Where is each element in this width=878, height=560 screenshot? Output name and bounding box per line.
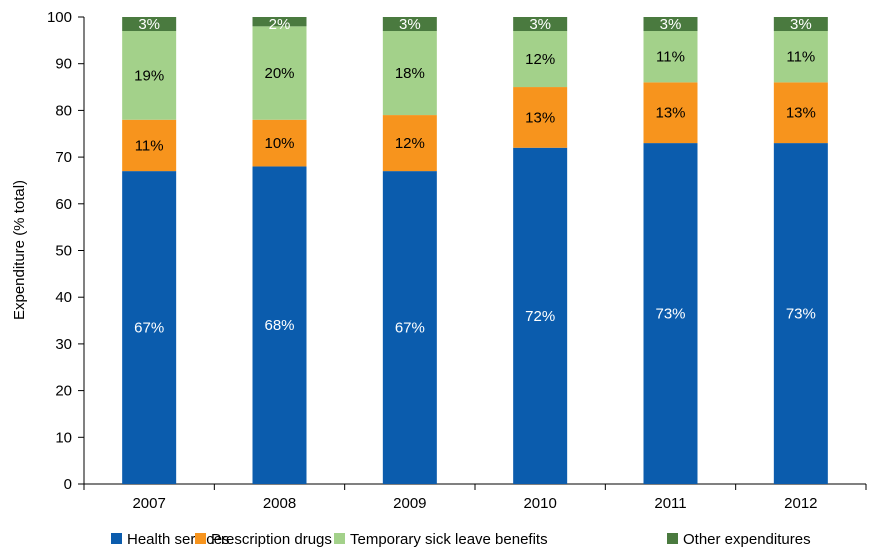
data-label: 13%: [525, 109, 555, 126]
legend-swatch: [334, 533, 345, 544]
bar-segment: [122, 171, 177, 485]
bar-segment: [382, 31, 437, 116]
data-label: 11%: [656, 49, 685, 66]
data-label: 11%: [135, 137, 164, 154]
legend-swatch: [667, 533, 678, 544]
y-tick-label: 50: [55, 243, 72, 260]
x-category-label: 2009: [393, 495, 426, 512]
legend-label: Temporary sick leave benefits: [350, 531, 548, 548]
y-tick-label: 60: [55, 196, 72, 213]
bar-segment: [122, 119, 177, 172]
x-category-label: 2010: [523, 495, 556, 512]
y-tick-label: 10: [55, 429, 72, 446]
y-tick-label: 20: [55, 383, 72, 400]
data-label: 3%: [529, 16, 551, 33]
x-category-label: 2011: [654, 495, 686, 512]
bar-segment: [513, 17, 568, 32]
bar-segment: [122, 17, 177, 32]
data-label: 67%: [395, 320, 425, 337]
y-axis: 0 10 20 30 40 50 60 70 80 90 100: [47, 9, 85, 493]
data-label: 19%: [134, 67, 164, 84]
bar-segment: [773, 17, 828, 32]
bar-segment: [513, 87, 568, 148]
data-label: 73%: [655, 306, 685, 323]
bar-segment: [513, 31, 568, 88]
y-tick-label: 0: [64, 476, 72, 493]
data-labels: 67% 11% 19% 3% 68% 10% 20% 2% 67% 12% 18% 3% 72% 13% 1…: [134, 16, 816, 337]
bar-segment: [252, 119, 307, 167]
data-label: 12%: [525, 51, 555, 68]
bar-segment: [382, 17, 437, 32]
data-label: 3%: [660, 16, 682, 33]
bar-segment: [382, 171, 437, 485]
bar-segment: [773, 82, 828, 144]
bar-segment: [252, 166, 307, 484]
y-tick-label: 90: [55, 56, 72, 73]
y-tick-label: 70: [55, 149, 72, 166]
y-tick-label: 100: [47, 9, 72, 26]
data-label: 13%: [786, 105, 816, 122]
data-label: 2%: [269, 16, 291, 33]
data-label: 3%: [790, 16, 812, 33]
legend-swatch: [111, 533, 122, 544]
bar-segment: [643, 31, 698, 83]
bar-segment: [643, 17, 698, 32]
data-label: 12%: [395, 135, 425, 152]
x-category-label: 2007: [132, 495, 165, 512]
data-label: 3%: [138, 16, 160, 33]
bar-segment: [513, 147, 568, 484]
data-label: 20%: [264, 65, 294, 82]
data-label: 68%: [264, 317, 294, 334]
data-label: 73%: [786, 306, 816, 323]
y-tick-label: 30: [55, 336, 72, 353]
data-label: 3%: [399, 16, 421, 33]
bar-segment: [773, 143, 828, 484]
bars: [122, 17, 828, 485]
y-axis-title: Expenditure (% total): [11, 180, 28, 320]
y-tick-label: 80: [55, 102, 72, 119]
bar-segment: [773, 31, 828, 83]
y-tick-label: 40: [55, 289, 72, 306]
bar-segment: [122, 31, 177, 120]
data-label: 11%: [786, 49, 815, 66]
data-label: 18%: [395, 65, 425, 82]
bar-segment: [252, 17, 307, 27]
bar-segment: [252, 26, 307, 120]
bar-segment: [382, 115, 437, 172]
legend-swatch: [195, 533, 206, 544]
bar-segment: [643, 82, 698, 144]
data-label: 13%: [655, 105, 685, 122]
x-category-label: 2012: [784, 495, 817, 512]
x-category-label: 2008: [263, 495, 296, 512]
legend-label: Other expenditures: [683, 531, 811, 548]
legend-label: Prescription drugs: [211, 531, 332, 548]
bar-segment: [643, 143, 698, 484]
data-label: 67%: [134, 320, 164, 337]
x-axis: 2007 2008 2009 2010 2011 2012: [83, 483, 867, 512]
data-label: 72%: [525, 308, 555, 325]
data-label: 10%: [264, 135, 294, 152]
